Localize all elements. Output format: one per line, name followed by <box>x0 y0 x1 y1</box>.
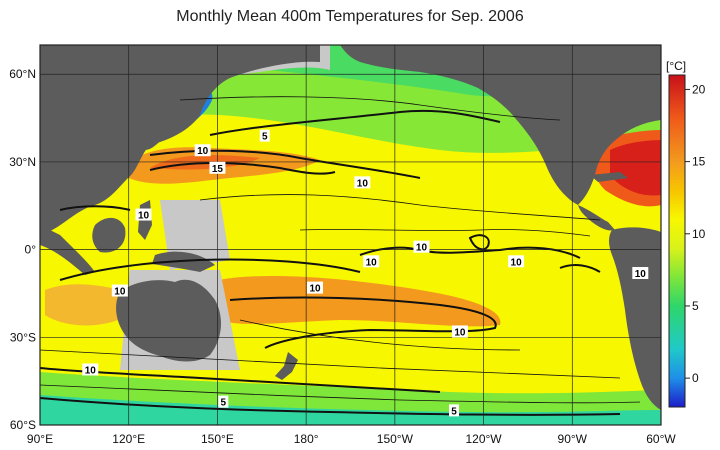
contour-label: 5 <box>262 132 268 143</box>
contour-label-bg <box>451 325 468 338</box>
lon-label: 60°W <box>646 432 676 446</box>
southern-ocean-cool <box>40 395 661 425</box>
contour-label-bg <box>259 129 270 142</box>
contour-10-south-tropics <box>59 258 361 281</box>
contour-label-bg <box>82 363 99 376</box>
contour-thin-4 <box>40 349 621 379</box>
map-frame <box>39 44 662 426</box>
land-borneo <box>92 217 126 253</box>
colorbar-gradient <box>668 74 686 408</box>
lon-label: 90°E <box>27 432 53 446</box>
contour-thin-5 <box>40 384 641 404</box>
colorbar-tick-label: 0 <box>692 371 699 385</box>
colorbar: [°C] 20 15 10 5 0 <box>666 59 706 408</box>
contour-label-bg <box>135 208 152 221</box>
contour-label-bg <box>354 176 371 189</box>
colorbar-tick-label: 10 <box>692 227 706 241</box>
land-japan <box>143 92 188 150</box>
lon-label: 150°W <box>377 432 414 446</box>
lon-label: 150°E <box>201 432 234 446</box>
contour-label-bg <box>194 144 211 157</box>
contour-label-bg <box>413 240 430 253</box>
lat-label: 0° <box>25 243 37 257</box>
latitude-labels: 60°N 30°N 0° 30°S 60°S <box>9 67 36 432</box>
contour-10-sea <box>59 205 131 211</box>
contour-label: 10 <box>511 257 523 268</box>
contour-10-equatorial <box>359 246 581 259</box>
contour-label: 5 <box>221 398 227 409</box>
contour-label-bg <box>632 267 649 279</box>
lat-label: 30°N <box>9 155 36 169</box>
lat-label: 60°N <box>9 67 36 81</box>
contour-label-bg <box>218 395 229 408</box>
lon-label: 120°E <box>112 432 145 446</box>
contour-5-north <box>209 109 501 136</box>
land-north-america <box>340 45 661 205</box>
contour-label: 10 <box>197 146 209 157</box>
contour-label: 10 <box>138 211 150 222</box>
lon-label: 90°W <box>558 432 588 446</box>
contour-thin-2 <box>199 194 601 221</box>
lat-label: 60°S <box>10 418 36 432</box>
contour-5-south <box>40 397 621 416</box>
lon-label: 180° <box>294 432 319 446</box>
land-asia <box>40 45 320 235</box>
contour-label-bg <box>363 255 380 268</box>
contour-label: 10 <box>114 287 126 298</box>
contour-label-bg <box>111 284 128 297</box>
contour-10-south-pacific <box>229 296 497 349</box>
contour-label: 5 <box>451 406 457 417</box>
contour-15 <box>149 162 336 175</box>
contour-lines <box>40 96 641 416</box>
longitude-labels: 90°E 120°E 150°E 180° 150°W 120°W 90°W 60°W <box>27 432 676 446</box>
land-australia <box>116 279 222 362</box>
contour-label: 10 <box>85 365 97 376</box>
contour-10-loop <box>468 234 490 251</box>
contour-label: 10 <box>635 269 647 280</box>
contour-label-bg <box>307 281 324 294</box>
graticule <box>40 45 661 425</box>
contour-10-east <box>559 264 601 273</box>
land-cuba <box>590 172 628 182</box>
lat-label: 30°S <box>10 330 36 344</box>
contour-label: 15 <box>212 164 224 175</box>
contour-thin-3 <box>239 319 521 351</box>
land-central-america <box>578 205 615 231</box>
contour-thin-1 <box>179 96 561 121</box>
contour-label: 10 <box>309 284 321 295</box>
lon-label: 120°W <box>465 432 502 446</box>
land-new-zealand <box>275 352 298 380</box>
map-title: Monthly Mean 400m Temperatures for Sep. … <box>176 8 524 25</box>
contour-label-bg <box>449 404 459 417</box>
contour-label: 10 <box>357 178 369 189</box>
colorbar-ticks: 20 15 10 5 0 <box>685 82 706 385</box>
contour-thin-6 <box>299 229 591 237</box>
contour-label: 10 <box>416 243 428 254</box>
indian-ocean-warm <box>45 284 120 326</box>
colorbar-tick-label: 15 <box>692 155 706 169</box>
contour-label: 10 <box>454 327 466 338</box>
contour-label-bg <box>508 255 525 268</box>
land-sumatra <box>40 225 95 275</box>
colorbar-tick-label: 20 <box>692 82 706 96</box>
contour-label: 10 <box>366 257 378 268</box>
contour-label-bg <box>209 161 226 174</box>
south-pacific-warm-tongue <box>200 275 501 327</box>
colorbar-unit: [°C] <box>666 59 686 73</box>
atlantic-hot-core <box>610 140 661 196</box>
colorbar-tick-label: 5 <box>692 299 699 313</box>
